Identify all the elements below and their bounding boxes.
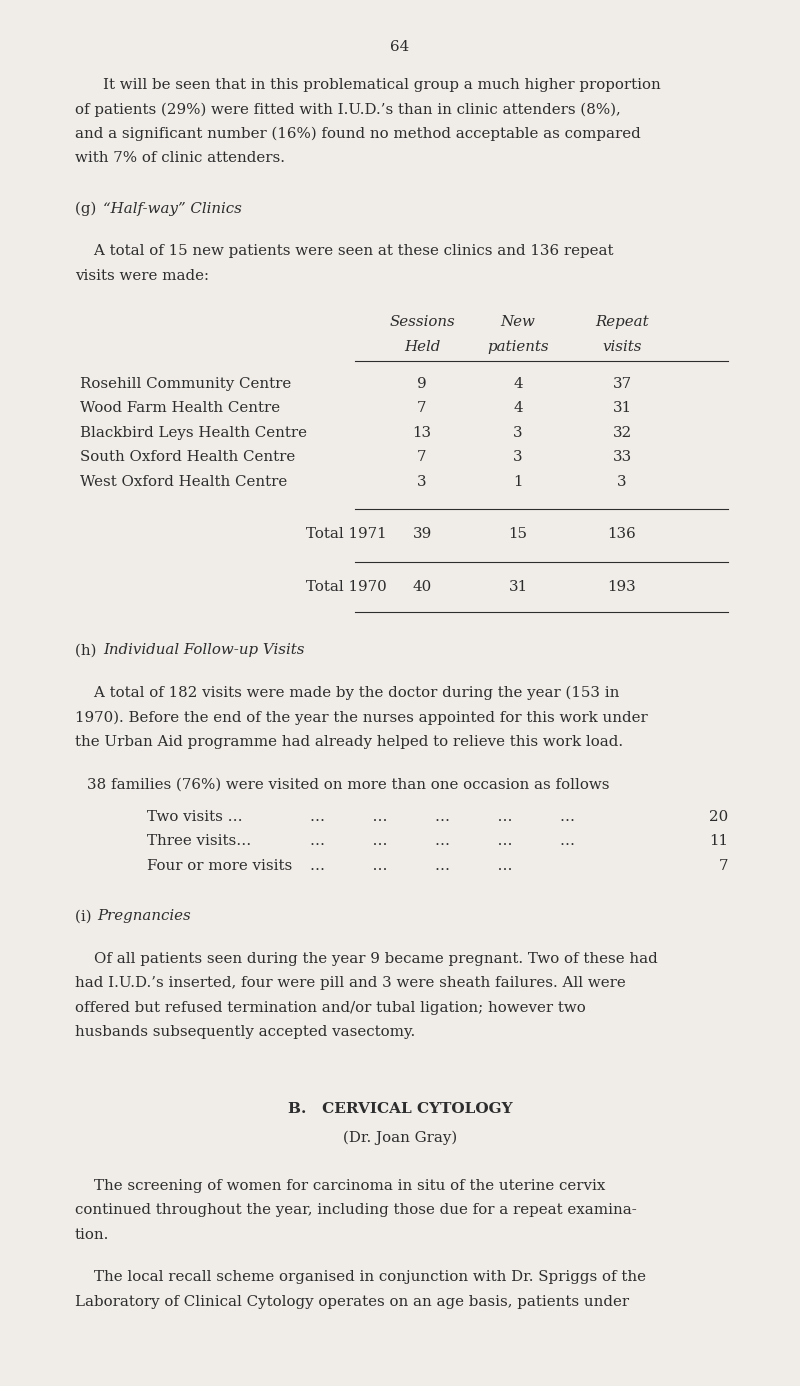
Text: Two visits …: Two visits … bbox=[147, 809, 242, 823]
Text: 20: 20 bbox=[709, 809, 728, 823]
Text: 4: 4 bbox=[513, 402, 523, 416]
Text: 7: 7 bbox=[418, 402, 426, 416]
Text: (i): (i) bbox=[75, 909, 96, 923]
Text: offered but refused termination and/or tubal ligation; however two: offered but refused termination and/or t… bbox=[75, 1001, 586, 1015]
Text: Held: Held bbox=[404, 340, 440, 353]
Text: 31: 31 bbox=[613, 402, 631, 416]
Text: New: New bbox=[501, 316, 535, 330]
Text: (g): (g) bbox=[75, 202, 101, 216]
Text: …          …          …          …          …: … … … … … bbox=[310, 834, 575, 848]
Text: Rosehill Community Centre: Rosehill Community Centre bbox=[80, 377, 291, 391]
Text: visits: visits bbox=[602, 340, 642, 353]
Text: of patients (29%) were fitted with I.U.D.’s than in clinic attenders (8%),: of patients (29%) were fitted with I.U.D… bbox=[75, 103, 621, 116]
Text: Pregnancies: Pregnancies bbox=[97, 909, 190, 923]
Text: with 7% of clinic attenders.: with 7% of clinic attenders. bbox=[75, 151, 285, 165]
Text: 64: 64 bbox=[390, 40, 410, 54]
Text: 33: 33 bbox=[612, 450, 632, 464]
Text: 9: 9 bbox=[417, 377, 427, 391]
Text: Blackbird Leys Health Centre: Blackbird Leys Health Centre bbox=[80, 426, 307, 439]
Text: West Oxford Health Centre: West Oxford Health Centre bbox=[80, 475, 287, 489]
Text: …          …          …          …          …: … … … … … bbox=[310, 809, 575, 823]
Text: A total of 15 new patients were seen at these clinics and 136 repeat: A total of 15 new patients were seen at … bbox=[75, 244, 614, 259]
Text: The local recall scheme organised in conjunction with Dr. Spriggs of the: The local recall scheme organised in con… bbox=[75, 1271, 646, 1285]
Text: Total 1971: Total 1971 bbox=[306, 527, 387, 542]
Text: 4: 4 bbox=[513, 377, 523, 391]
Text: 7: 7 bbox=[718, 859, 728, 873]
Text: The screening of women for carcinoma in situ of the uterine cervix: The screening of women for carcinoma in … bbox=[75, 1179, 606, 1193]
Text: 1: 1 bbox=[514, 475, 522, 489]
Text: Four or more visits: Four or more visits bbox=[147, 859, 292, 873]
Text: 11: 11 bbox=[709, 834, 728, 848]
Text: (h): (h) bbox=[75, 643, 101, 657]
Text: South Oxford Health Centre: South Oxford Health Centre bbox=[80, 450, 295, 464]
Text: 136: 136 bbox=[608, 527, 636, 542]
Text: Wood Farm Health Centre: Wood Farm Health Centre bbox=[80, 402, 280, 416]
Text: 39: 39 bbox=[412, 527, 432, 542]
Text: 31: 31 bbox=[509, 579, 527, 593]
Text: 15: 15 bbox=[509, 527, 527, 542]
Text: 3: 3 bbox=[513, 426, 523, 439]
Text: husbands subsequently accepted vasectomy.: husbands subsequently accepted vasectomy… bbox=[75, 1026, 415, 1040]
Text: Individual Follow-up Visits: Individual Follow-up Visits bbox=[103, 643, 305, 657]
Text: 193: 193 bbox=[608, 579, 636, 593]
Text: 40: 40 bbox=[412, 579, 432, 593]
Text: Laboratory of Clinical Cytology operates on an age basis, patients under: Laboratory of Clinical Cytology operates… bbox=[75, 1295, 629, 1308]
Text: the Urban Aid programme had already helped to relieve this work load.: the Urban Aid programme had already help… bbox=[75, 735, 623, 748]
Text: 38 families (76%) were visited on more than one occasion as follows: 38 families (76%) were visited on more t… bbox=[87, 778, 610, 791]
Text: It will be seen that in this problematical group a much higher proportion: It will be seen that in this problematic… bbox=[103, 78, 661, 91]
Text: continued throughout the year, including those due for a repeat examina-: continued throughout the year, including… bbox=[75, 1203, 637, 1217]
Text: 1970). Before the end of the year the nurses appointed for this work under: 1970). Before the end of the year the nu… bbox=[75, 710, 648, 725]
Text: 3: 3 bbox=[513, 450, 523, 464]
Text: 37: 37 bbox=[613, 377, 631, 391]
Text: Three visits…: Three visits… bbox=[147, 834, 251, 848]
Text: …          …          …          …: … … … … bbox=[310, 859, 513, 873]
Text: 32: 32 bbox=[612, 426, 632, 439]
Text: (Dr. Joan Gray): (Dr. Joan Gray) bbox=[343, 1131, 457, 1145]
Text: Total 1970: Total 1970 bbox=[306, 579, 387, 593]
Text: tion.: tion. bbox=[75, 1228, 110, 1242]
Text: 7: 7 bbox=[418, 450, 426, 464]
Text: 3: 3 bbox=[617, 475, 627, 489]
Text: 3: 3 bbox=[417, 475, 427, 489]
Text: A total of 182 visits were made by the doctor during the year (153 in: A total of 182 visits were made by the d… bbox=[75, 686, 619, 700]
Text: B.   CERVICAL CYTOLOGY: B. CERVICAL CYTOLOGY bbox=[288, 1102, 512, 1116]
Text: Sessions: Sessions bbox=[389, 316, 455, 330]
Text: visits were made:: visits were made: bbox=[75, 269, 209, 283]
Text: had I.U.D.’s inserted, four were pill and 3 were sheath failures. All were: had I.U.D.’s inserted, four were pill an… bbox=[75, 976, 626, 991]
Text: patients: patients bbox=[487, 340, 549, 353]
Text: Of all patients seen during the year 9 became pregnant. Two of these had: Of all patients seen during the year 9 b… bbox=[75, 952, 658, 966]
Text: and a significant number (16%) found no method acceptable as compared: and a significant number (16%) found no … bbox=[75, 128, 641, 141]
Text: Repeat: Repeat bbox=[595, 316, 649, 330]
Text: “Half-way” Clinics: “Half-way” Clinics bbox=[103, 202, 242, 216]
Text: 13: 13 bbox=[413, 426, 431, 439]
